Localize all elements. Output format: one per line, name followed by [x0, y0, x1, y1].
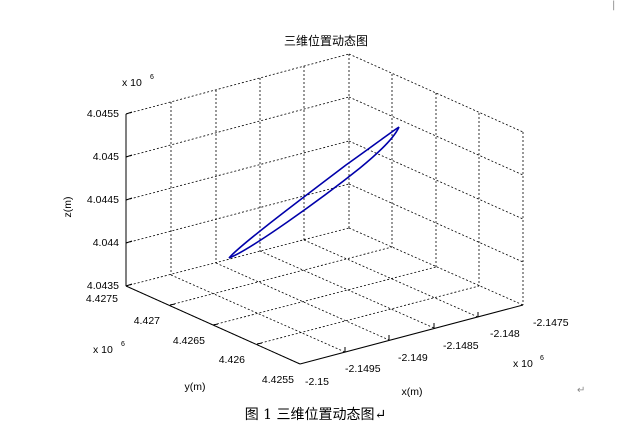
grid-line [215, 262, 390, 341]
page-corner-mark: | [612, 0, 616, 11]
grid-line [303, 239, 479, 318]
z-tick-label: 4.0445 [87, 194, 119, 206]
axes [125, 111, 524, 365]
x-exponent: x 10 6 [513, 355, 544, 370]
trajectory-line-lower [228, 126, 400, 259]
grid-line [125, 183, 350, 244]
x-axis [299, 304, 524, 365]
y-exponent-label: x 10 [93, 344, 113, 356]
z-tick [125, 154, 133, 158]
z-axis-label: z(m) [62, 197, 74, 218]
y-tick-label: 4.4275 [86, 293, 118, 305]
paragraph-mark: ↵ [577, 385, 586, 396]
y-tick [212, 323, 219, 326]
y-tick [256, 342, 263, 345]
grid-line [256, 285, 480, 345]
y-tick-label: 4.4265 [173, 335, 205, 347]
z-exponent-label: x 10 [122, 77, 142, 89]
grid-line [125, 96, 350, 158]
y-axis-label: y(m) [185, 381, 206, 393]
chart-title: 三维位置动态图 [284, 33, 368, 48]
trajectory-line-upper [228, 126, 400, 259]
z-tick [125, 197, 133, 201]
x-axis-label: x(m) [402, 386, 423, 398]
grid-line [212, 266, 437, 326]
trajectory [228, 126, 400, 259]
y-tick [169, 303, 176, 306]
grid-lines [125, 53, 524, 365]
grid-line [169, 246, 393, 306]
x-tick-label: -2.149 [398, 352, 428, 364]
z-exponent: x 10 6 [122, 74, 154, 89]
grid-line [348, 96, 524, 176]
x-exponent-label: x 10 [513, 358, 533, 370]
grid-line [348, 140, 524, 220]
z-tick [125, 283, 133, 287]
grid-line [125, 227, 350, 287]
y-exponent-power: 6 [121, 341, 125, 348]
z-tick [125, 111, 133, 115]
z-tick-label: 4.045 [93, 151, 119, 163]
z-exponent-power: 6 [150, 74, 154, 81]
x-tick-label: -2.1485 [443, 340, 479, 352]
y-tick-label: 4.426 [219, 354, 245, 366]
y-tick-label: 4.4255 [262, 374, 294, 386]
y-tick-label: 4.427 [134, 315, 160, 327]
z-tick-label: 4.0455 [87, 108, 119, 120]
grid-line [259, 250, 435, 329]
z-tick-label: 4.044 [93, 237, 119, 249]
x-tick-label: -2.15 [305, 376, 329, 388]
grid-line [125, 140, 350, 201]
x-tick-label: -2.148 [490, 328, 520, 340]
y-exponent: x 10 6 [93, 341, 125, 356]
z-tick [125, 240, 133, 244]
grid-line [125, 53, 350, 115]
x-exponent-power: 6 [540, 355, 544, 362]
figure-caption: 图 1 三维位置动态图↵ [244, 407, 387, 423]
x-tick-label: -2.1475 [533, 317, 569, 329]
z-tick-label: 4.0435 [87, 280, 119, 292]
x-tick-label: -2.1495 [345, 363, 381, 375]
